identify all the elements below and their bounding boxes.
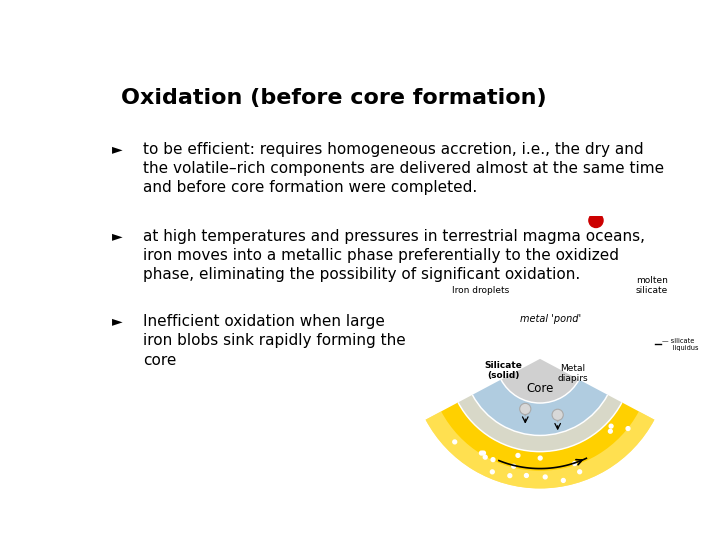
Circle shape [552, 409, 563, 421]
Circle shape [572, 462, 577, 465]
Wedge shape [458, 395, 622, 451]
Circle shape [626, 427, 630, 430]
Circle shape [482, 451, 485, 455]
Wedge shape [426, 402, 654, 489]
Circle shape [577, 470, 582, 474]
Circle shape [483, 455, 487, 459]
Text: molten
silicate: molten silicate [636, 275, 668, 295]
Text: ►: ► [112, 141, 123, 156]
Circle shape [508, 474, 512, 477]
Text: ►: ► [112, 229, 123, 243]
Wedge shape [472, 380, 608, 435]
Text: to be efficient: requires homogeneous accretion, i.e., the dry and
the volatile–: to be efficient: requires homogeneous ac… [143, 141, 664, 195]
Circle shape [520, 403, 531, 415]
Text: Silicate
(solid): Silicate (solid) [485, 361, 522, 380]
Wedge shape [501, 359, 579, 403]
Polygon shape [523, 410, 528, 416]
Text: ►: ► [112, 314, 123, 328]
Text: Iron droplets: Iron droplets [452, 286, 510, 295]
Wedge shape [500, 379, 580, 404]
Circle shape [589, 213, 603, 227]
Text: Metal
diapirs: Metal diapirs [557, 364, 588, 383]
Circle shape [491, 458, 495, 462]
Circle shape [609, 424, 613, 428]
Text: metal 'pond': metal 'pond' [520, 314, 581, 324]
Text: Core: Core [526, 382, 554, 395]
Text: Oxidation (before core formation): Oxidation (before core formation) [121, 87, 546, 107]
Circle shape [453, 440, 456, 444]
Text: at high temperatures and pressures in terrestrial magma oceans,
iron moves into : at high temperatures and pressures in te… [143, 229, 645, 282]
Circle shape [524, 474, 528, 477]
Circle shape [539, 456, 542, 460]
Circle shape [544, 475, 547, 479]
Wedge shape [457, 402, 623, 453]
Wedge shape [426, 411, 654, 489]
Wedge shape [472, 394, 608, 436]
Circle shape [512, 464, 516, 468]
Polygon shape [555, 416, 560, 422]
Text: — silicate
     liquidus: — silicate liquidus [662, 338, 698, 350]
Circle shape [490, 470, 494, 474]
Text: Inefficient oxidation when large
iron blobs sink rapidly forming the
core: Inefficient oxidation when large iron bl… [143, 314, 406, 368]
Circle shape [562, 478, 565, 482]
Circle shape [608, 429, 612, 433]
Circle shape [480, 451, 483, 455]
Circle shape [516, 454, 520, 457]
